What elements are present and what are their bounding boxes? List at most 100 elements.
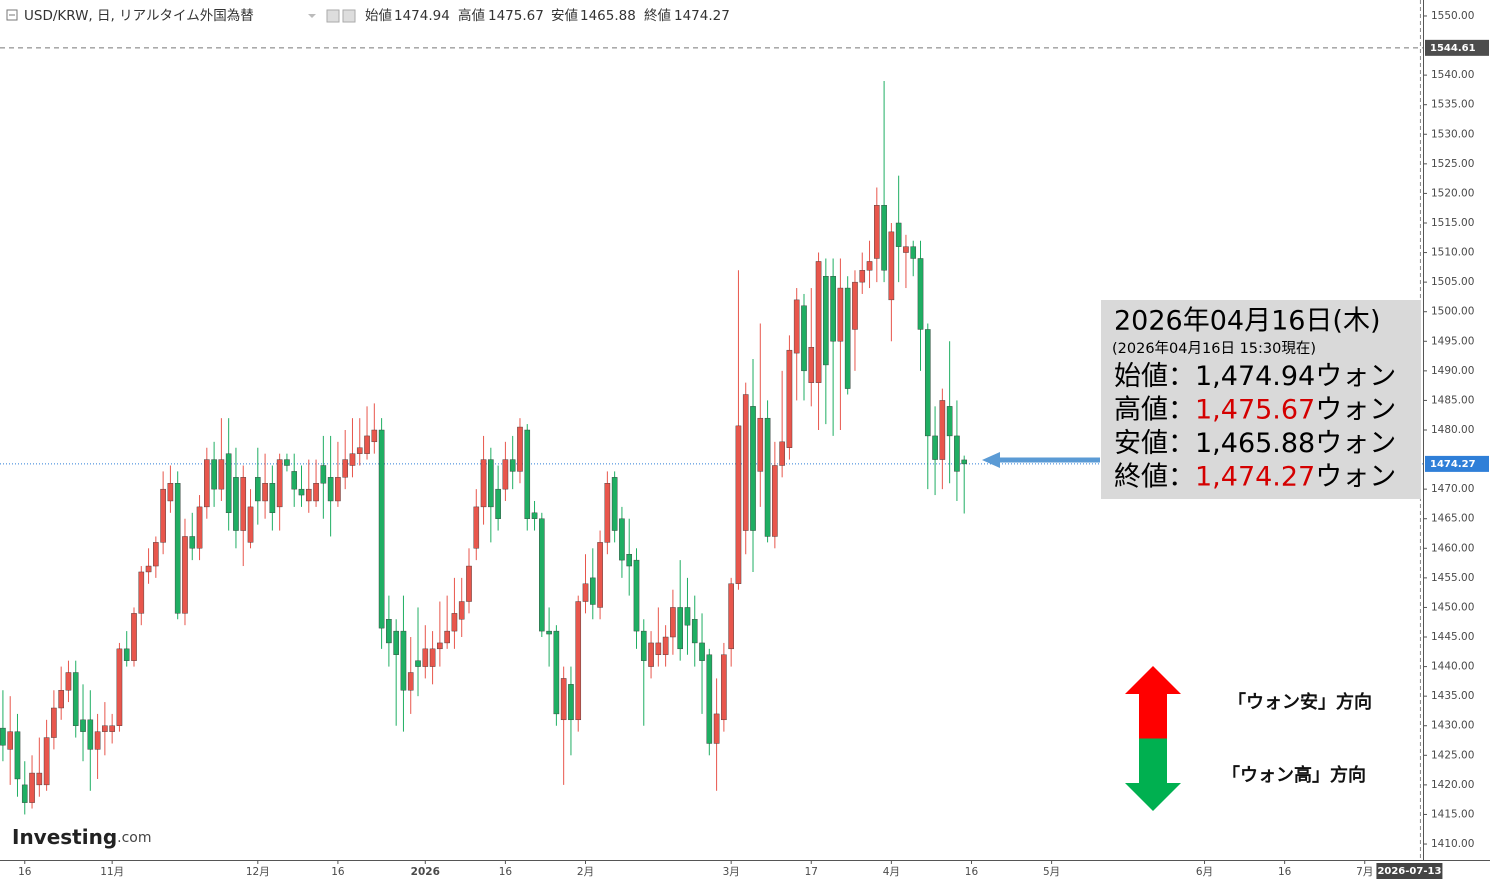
brand-logo: Investing.com <box>12 825 152 849</box>
collapse-icon[interactable] <box>6 9 18 21</box>
candle-body <box>36 772 43 786</box>
candle-body <box>196 506 203 549</box>
candle-body <box>721 654 727 721</box>
candle-body <box>444 630 450 644</box>
info-title: 2026年04月16日(木) <box>1114 306 1381 337</box>
x-tick-label: 16 <box>965 866 979 878</box>
info-row: 高値：1,475.67ウォン <box>1114 394 1396 425</box>
dropdown-icon[interactable] <box>308 14 316 18</box>
candle-body <box>14 731 21 780</box>
candle-body <box>779 441 785 466</box>
candle-body <box>58 690 64 709</box>
candle-body <box>298 488 305 496</box>
y-tick-label: 1465.00 <box>1431 513 1474 525</box>
candle-body <box>153 542 159 567</box>
y-tick-label: 1445.00 <box>1431 631 1474 643</box>
candle-body <box>633 559 640 632</box>
info-subtitle: (2026年04月16日 15:30現在) <box>1112 340 1316 357</box>
candle-body <box>335 477 341 502</box>
candle-body <box>356 447 363 454</box>
info-row: 終値：1,474.27ウォン <box>1114 461 1396 492</box>
y-tick-label: 1520.00 <box>1431 187 1474 199</box>
candle-body <box>182 536 188 614</box>
candle-body <box>917 258 924 330</box>
candle-body <box>954 435 960 472</box>
candle-body <box>167 483 174 502</box>
y-tick-label: 1455.00 <box>1431 572 1474 584</box>
candle-body <box>852 281 858 330</box>
candle-body <box>458 601 465 620</box>
cursor-date-box <box>1376 863 1443 879</box>
cursor-date-label: 2026-07-13 <box>1377 866 1441 877</box>
candle-body <box>539 518 545 632</box>
x-tick-label: 16 <box>499 866 513 878</box>
candle-body <box>509 459 516 472</box>
candle-body <box>684 607 691 626</box>
candle-body <box>815 261 822 383</box>
last-price-tag <box>1425 455 1489 472</box>
candle-body <box>859 270 866 283</box>
visibility-icon[interactable] <box>342 9 356 23</box>
info-value: 1,465.88 <box>1195 428 1315 459</box>
candle-body <box>619 518 625 561</box>
candle-body <box>160 488 166 543</box>
candle-body <box>640 630 647 661</box>
info-unit: ウォン <box>1315 361 1396 392</box>
direction-arrow <box>1125 666 1181 811</box>
y-tick-label: 1440.00 <box>1431 661 1474 673</box>
brand-name: Investing <box>12 825 117 849</box>
candle-body <box>655 642 662 655</box>
candle-body <box>757 417 764 472</box>
x-tick-label: 11月 <box>100 866 124 878</box>
ohlc-label: 終値 <box>644 8 671 24</box>
candle-body <box>138 571 145 614</box>
candle-body <box>866 261 873 271</box>
candle-body <box>247 506 254 543</box>
x-tick-label: 12月 <box>246 866 270 878</box>
candle-body <box>691 619 698 644</box>
ohlc-value: 1474.94 <box>394 8 450 24</box>
candle-body <box>844 287 851 389</box>
info-value: 1,474.94 <box>1195 361 1315 392</box>
candle-body <box>349 453 356 466</box>
candle-body <box>422 648 429 667</box>
candle-body <box>364 435 370 454</box>
x-tick-label: 3月 <box>723 866 740 878</box>
y-tick-label: 1460.00 <box>1431 542 1474 554</box>
candle-body <box>386 619 392 644</box>
x-tick-label: 6月 <box>1196 866 1213 878</box>
candle-body <box>903 246 909 253</box>
candle-body <box>327 477 334 502</box>
y-tick-label: 1540.00 <box>1431 69 1474 81</box>
candle-body <box>80 719 86 732</box>
candle-body <box>597 542 603 608</box>
candle-body <box>240 477 247 531</box>
info-row: 安値：1,465.88ウォン <box>1114 428 1396 459</box>
candle-body <box>553 630 560 715</box>
candle-body <box>662 636 669 655</box>
info-label: 始値 <box>1114 361 1168 392</box>
y-tick-label: 1415.00 <box>1431 808 1474 820</box>
candle-body <box>742 394 749 531</box>
info-separator: ： <box>1168 394 1195 425</box>
candle-body <box>801 305 807 372</box>
pointer-arrow-head <box>982 452 1000 468</box>
candle-body <box>255 477 261 502</box>
x-tick-label: 16 <box>331 866 345 878</box>
candle-body <box>728 583 734 650</box>
candle-body <box>713 713 720 744</box>
candle-body <box>451 613 458 632</box>
candle-body <box>480 459 487 508</box>
candle-body <box>946 406 953 437</box>
candle-body <box>466 565 472 602</box>
candle-body <box>269 483 276 514</box>
candle-body <box>793 299 800 354</box>
y-tick-label: 1410.00 <box>1431 838 1474 850</box>
y-tick-label: 1500.00 <box>1431 306 1474 318</box>
candle-body <box>626 554 633 567</box>
candle-body <box>225 453 232 514</box>
x-tick-label: 16 <box>1278 866 1292 878</box>
settings-icon[interactable] <box>326 9 340 23</box>
info-value: 1,474.27 <box>1195 461 1315 492</box>
candle-body <box>808 346 815 383</box>
